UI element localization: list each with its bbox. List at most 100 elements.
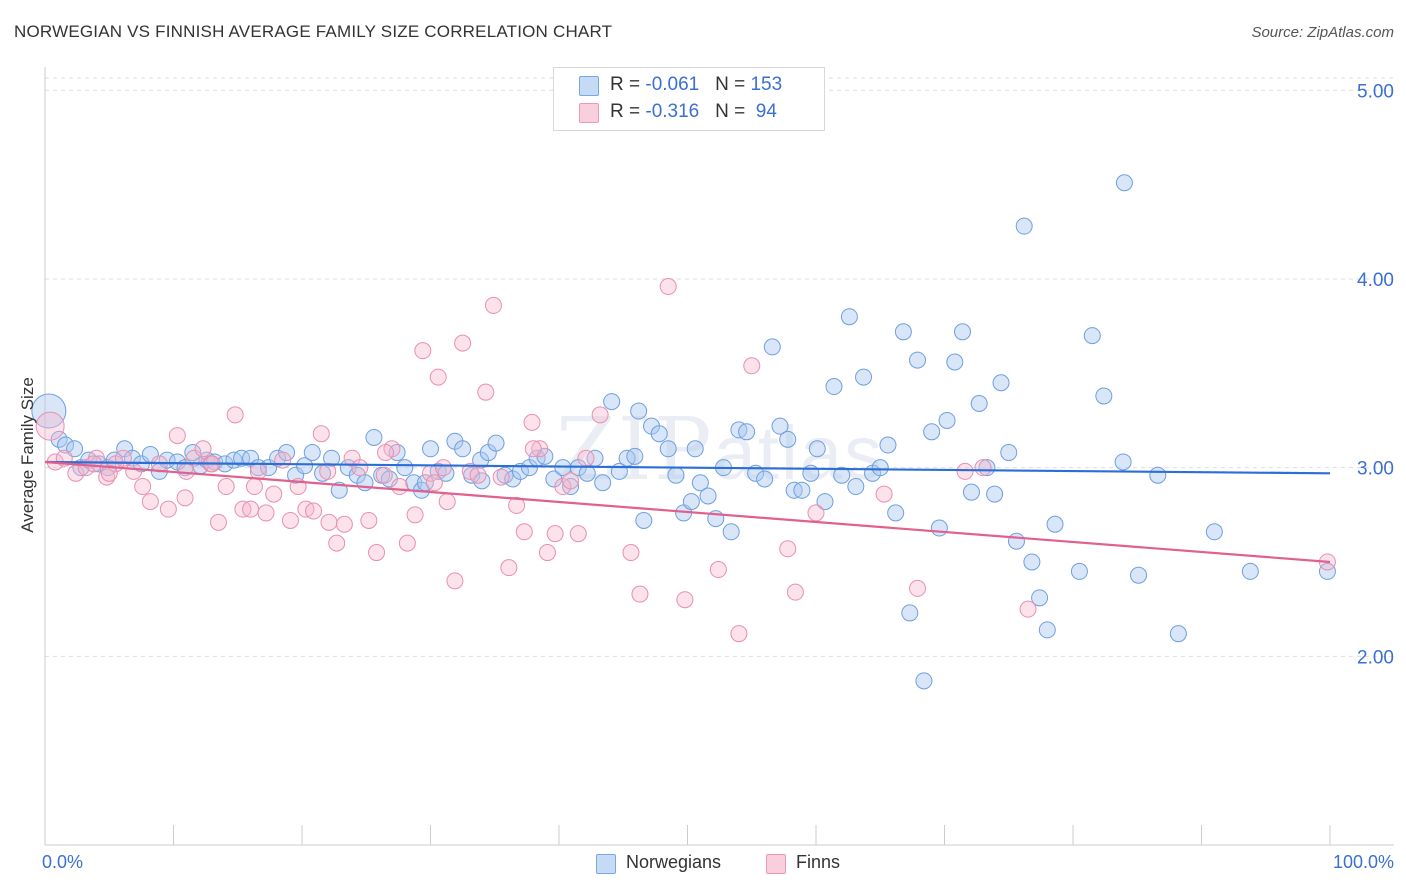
norwegians-point <box>1000 444 1018 462</box>
norwegians-point <box>962 483 980 501</box>
norwegians-point <box>779 430 797 448</box>
norwegians-point <box>1083 327 1101 345</box>
norwegians-point <box>1114 453 1132 471</box>
finns-point <box>438 493 456 511</box>
norwegians-point <box>771 417 789 435</box>
norwegians-point <box>1318 562 1336 580</box>
norwegians-point <box>855 368 873 386</box>
finns-point <box>398 534 416 552</box>
norwegians-point <box>659 440 677 458</box>
x-axis-max-label: 100.0% <box>1332 852 1394 872</box>
norwegians-point <box>422 440 439 458</box>
finns-point <box>446 572 464 590</box>
finns-point <box>320 513 338 531</box>
finns-point <box>434 459 452 477</box>
norwegians-point <box>487 434 505 452</box>
norwegians-point <box>31 393 67 429</box>
finns-point <box>134 478 152 496</box>
norwegians-point <box>626 447 644 465</box>
finns-trend-line <box>44 460 1331 564</box>
finns-point <box>676 591 694 609</box>
legend-norwegians-swatch <box>596 854 616 874</box>
finns-point <box>274 451 292 469</box>
norwegians-point <box>699 487 717 505</box>
norwegians-point <box>682 493 700 511</box>
norwegians-point <box>287 466 305 484</box>
legend-norwegians-label: Norwegians <box>626 852 722 872</box>
norwegians-point <box>1070 562 1088 580</box>
finns-point <box>351 459 369 477</box>
norwegians-point <box>938 411 956 429</box>
finns-n-value: 94 <box>750 101 777 122</box>
finns-point <box>461 462 479 480</box>
finns-point <box>546 525 564 543</box>
finns-point <box>631 585 649 603</box>
norwegians-n-value: 153 <box>750 74 783 95</box>
legend-finns-swatch <box>766 854 786 874</box>
norwegians-point <box>825 378 843 396</box>
norwegians-point <box>1046 515 1064 533</box>
norwegians-point <box>1169 625 1187 643</box>
finns-point <box>265 485 283 503</box>
finns-r-label: R = <box>610 101 646 122</box>
norwegians-point <box>793 481 811 499</box>
finns-point <box>159 500 177 518</box>
norwegians-point <box>847 478 865 496</box>
norwegians-point <box>691 474 709 492</box>
finns-point <box>508 496 526 514</box>
norwegians-point <box>1007 532 1025 550</box>
legend-finns-label: Finns <box>796 852 841 872</box>
norwegians-point <box>630 402 648 420</box>
finns-point <box>406 506 424 524</box>
norwegians-r-label: R = <box>610 74 646 95</box>
norwegians-point <box>50 430 68 448</box>
finns-point <box>176 489 194 507</box>
norwegians-point <box>894 323 912 341</box>
finns-point <box>100 464 118 482</box>
norwegians-point <box>686 440 704 458</box>
finns-point <box>477 383 495 401</box>
norwegians-point <box>901 604 919 622</box>
finns-point <box>538 544 556 562</box>
finns-point <box>562 472 580 490</box>
y-tick-label: 3.00 <box>1357 459 1394 480</box>
norwegians-point <box>667 466 685 484</box>
norwegians-point <box>323 449 341 467</box>
finns-point <box>1019 600 1037 618</box>
finns-stats: R = -0.316 N = 94 <box>610 100 777 124</box>
norwegians-point <box>1115 174 1133 192</box>
norwegians-point <box>511 462 529 480</box>
finns-point <box>209 513 227 531</box>
finns-point <box>194 440 212 458</box>
norwegians-point <box>738 423 756 441</box>
finns-point <box>281 511 299 529</box>
finns-point <box>85 455 103 473</box>
norwegians-point <box>303 444 321 462</box>
norwegians-point <box>978 459 996 477</box>
finns-point <box>35 411 65 441</box>
finns-point <box>335 515 353 533</box>
norwegians-point <box>992 374 1010 392</box>
norwegians-point <box>296 457 314 475</box>
finns-point <box>524 440 542 458</box>
norwegians-point <box>833 466 851 484</box>
norwegians-point <box>871 459 889 477</box>
finns-point <box>425 474 443 492</box>
finns-point <box>591 406 609 424</box>
finns-point <box>779 540 797 558</box>
finns-point <box>391 478 409 496</box>
finns-point <box>515 523 533 541</box>
norwegians-point <box>650 425 668 443</box>
norwegians-point <box>603 393 621 411</box>
norwegians-point <box>1038 621 1056 639</box>
finns-point <box>245 478 263 496</box>
norwegians-point <box>635 511 653 529</box>
finns-n-label: N = <box>715 101 751 122</box>
norwegians-point <box>808 440 826 458</box>
y-tick-label: 5.00 <box>1357 81 1394 102</box>
finns-point <box>249 462 267 480</box>
norwegians-point <box>763 338 781 356</box>
finns-point <box>743 357 761 375</box>
norwegians-point <box>1241 562 1259 580</box>
